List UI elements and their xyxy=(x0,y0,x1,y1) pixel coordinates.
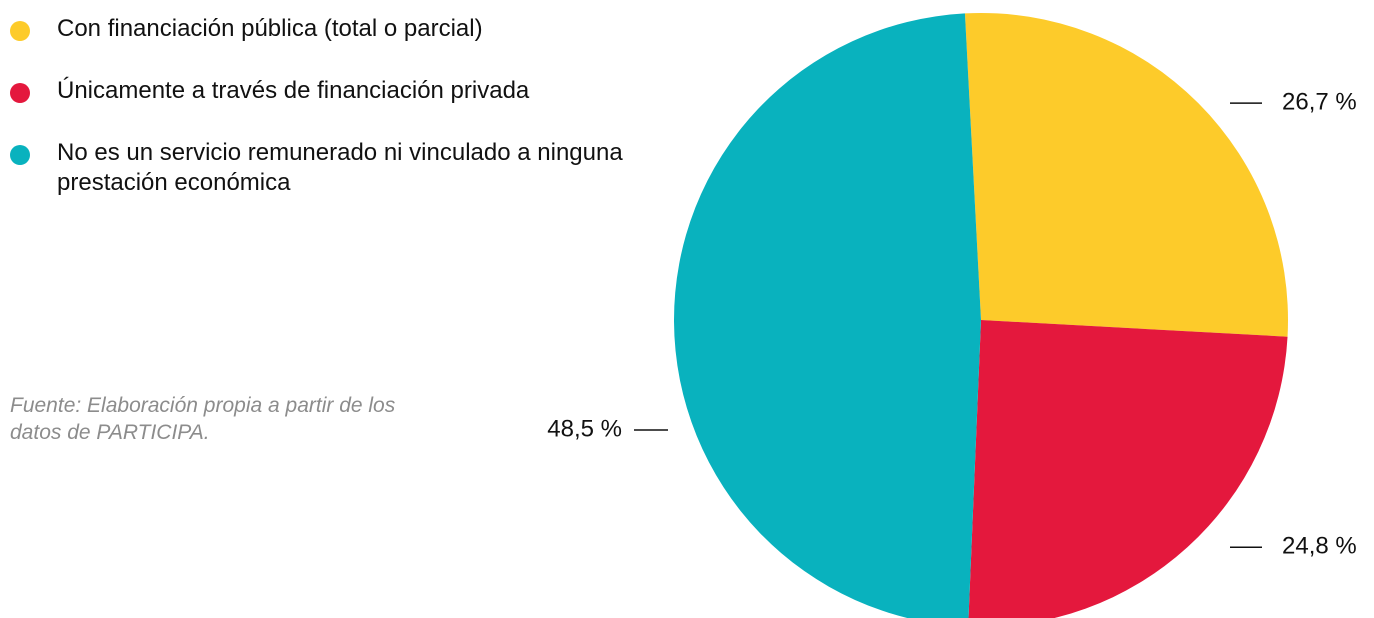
legend-swatch xyxy=(10,145,30,165)
legend-label: Únicamente a través de financiación priv… xyxy=(57,77,530,104)
pie-slice xyxy=(674,13,981,618)
legend-item: Únicamente a través de financiación priv… xyxy=(0,76,657,106)
pie-slice xyxy=(968,320,1288,618)
data-label: 26,7 % xyxy=(1282,88,1357,115)
legend-swatch xyxy=(10,21,30,41)
legend-label: No es un servicio remunerado ni vinculad… xyxy=(57,139,623,196)
legend: Con financiación pública (total o parcia… xyxy=(0,14,657,230)
source-note: Fuente: Elaboración propia a partir de l… xyxy=(10,394,396,444)
legend-label: Con financiación pública (total o parcia… xyxy=(57,15,483,42)
data-label: 48,5 % xyxy=(547,415,622,442)
legend-item: Con financiación pública (total o parcia… xyxy=(0,14,657,44)
pie-slice xyxy=(964,12,1288,337)
legend-swatch xyxy=(10,83,30,103)
legend-item: No es un servicio remunerado ni vinculad… xyxy=(0,138,657,198)
data-label: 24,8 % xyxy=(1282,533,1357,560)
